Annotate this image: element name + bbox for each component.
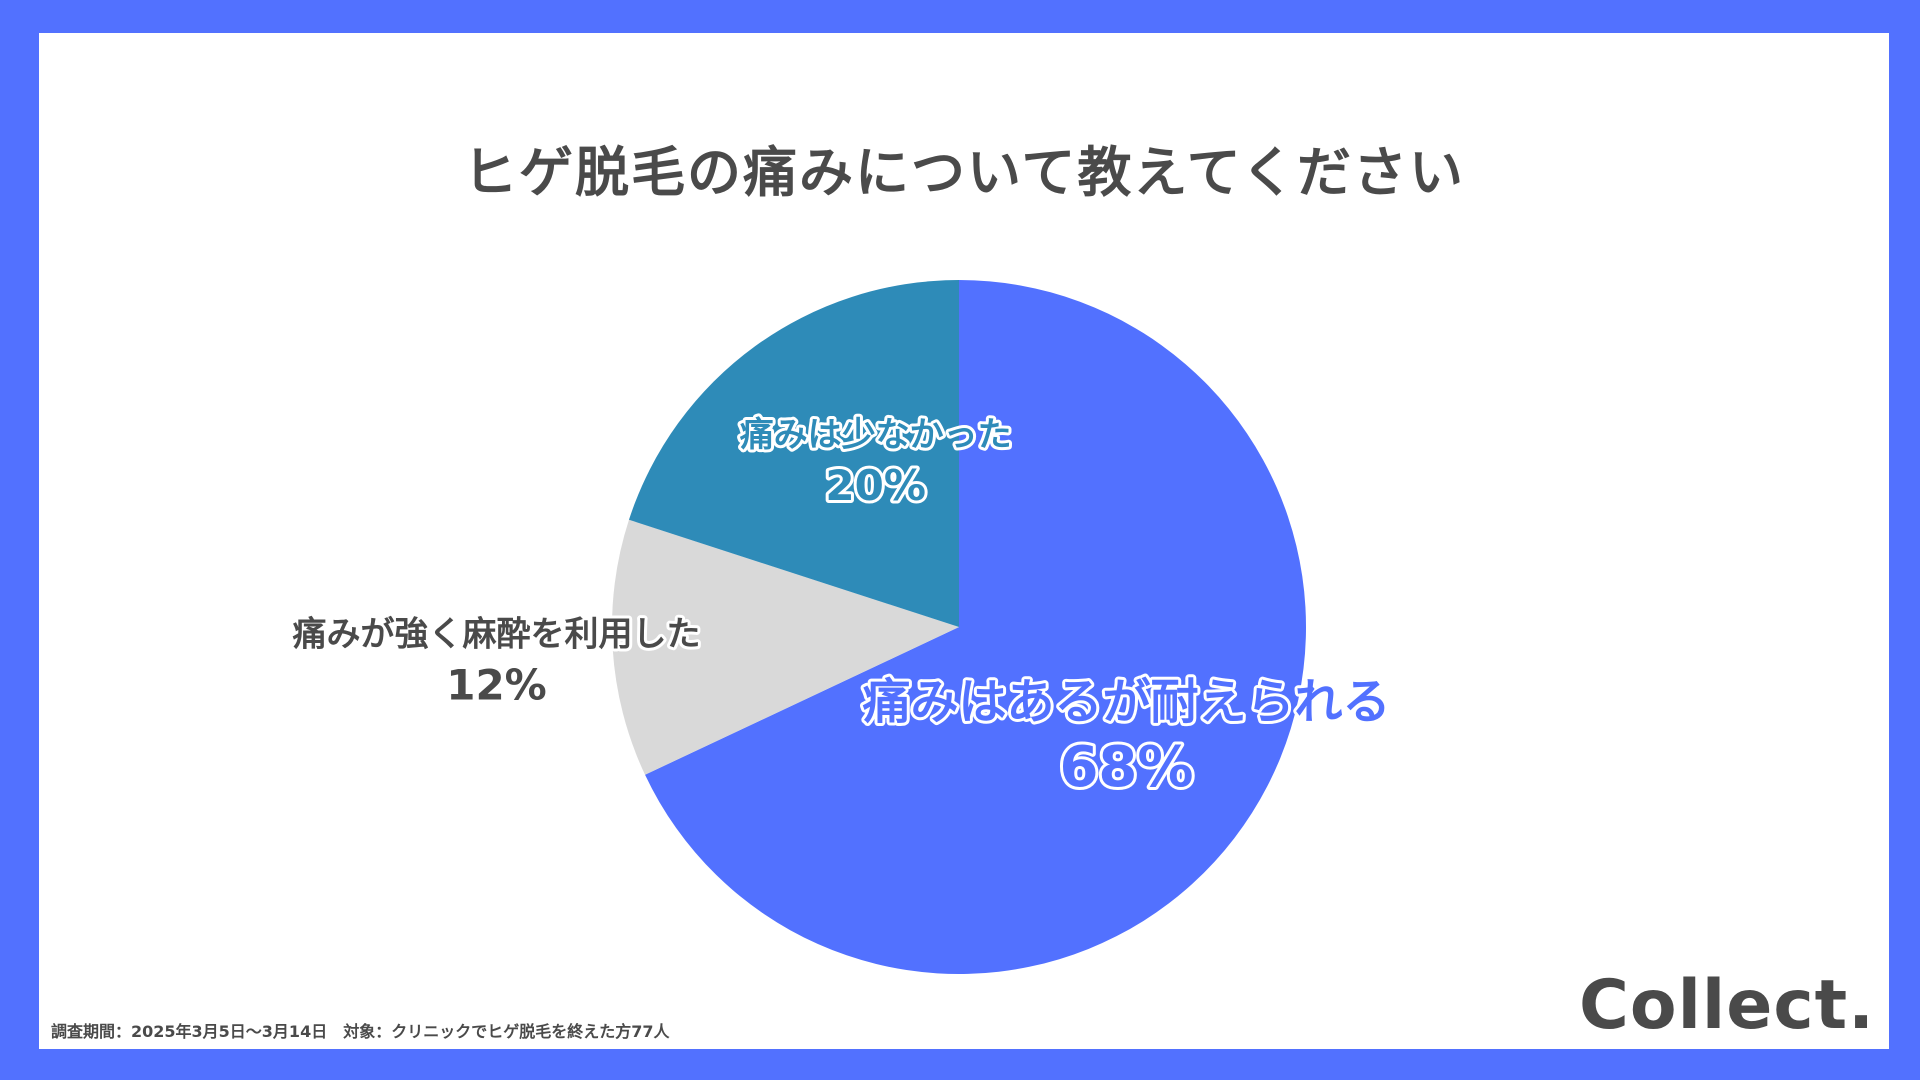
slice-value-label: 12% xyxy=(446,661,547,710)
brand-logo: Collect. xyxy=(1578,966,1875,1045)
chart-title: ヒゲ脱毛の痛みについて教えてください xyxy=(462,141,1466,204)
slice-label: 痛みは少なかった xyxy=(740,415,1012,455)
pie-slice xyxy=(628,280,959,627)
pie-slices xyxy=(611,280,1307,975)
slice-value-label: 68% xyxy=(1059,735,1193,800)
slice-label: 痛みが強く麻酔を利用した xyxy=(293,615,701,655)
slice-value-label: 20% xyxy=(825,461,926,510)
chart-frame: ヒゲ脱毛の痛みについて教えてください 痛みはあるが耐えられる 68% 痛みが強く麻酔… xyxy=(39,33,1889,1049)
slice-label: 痛みはあるが耐えられる xyxy=(862,674,1390,730)
pie-slice xyxy=(611,519,959,775)
pie-slice xyxy=(645,280,1307,975)
survey-footnote: 調査期間：2025年3月5日〜3月14日 対象：クリニックでヒゲ脱毛を終えた方7… xyxy=(51,1022,670,1041)
